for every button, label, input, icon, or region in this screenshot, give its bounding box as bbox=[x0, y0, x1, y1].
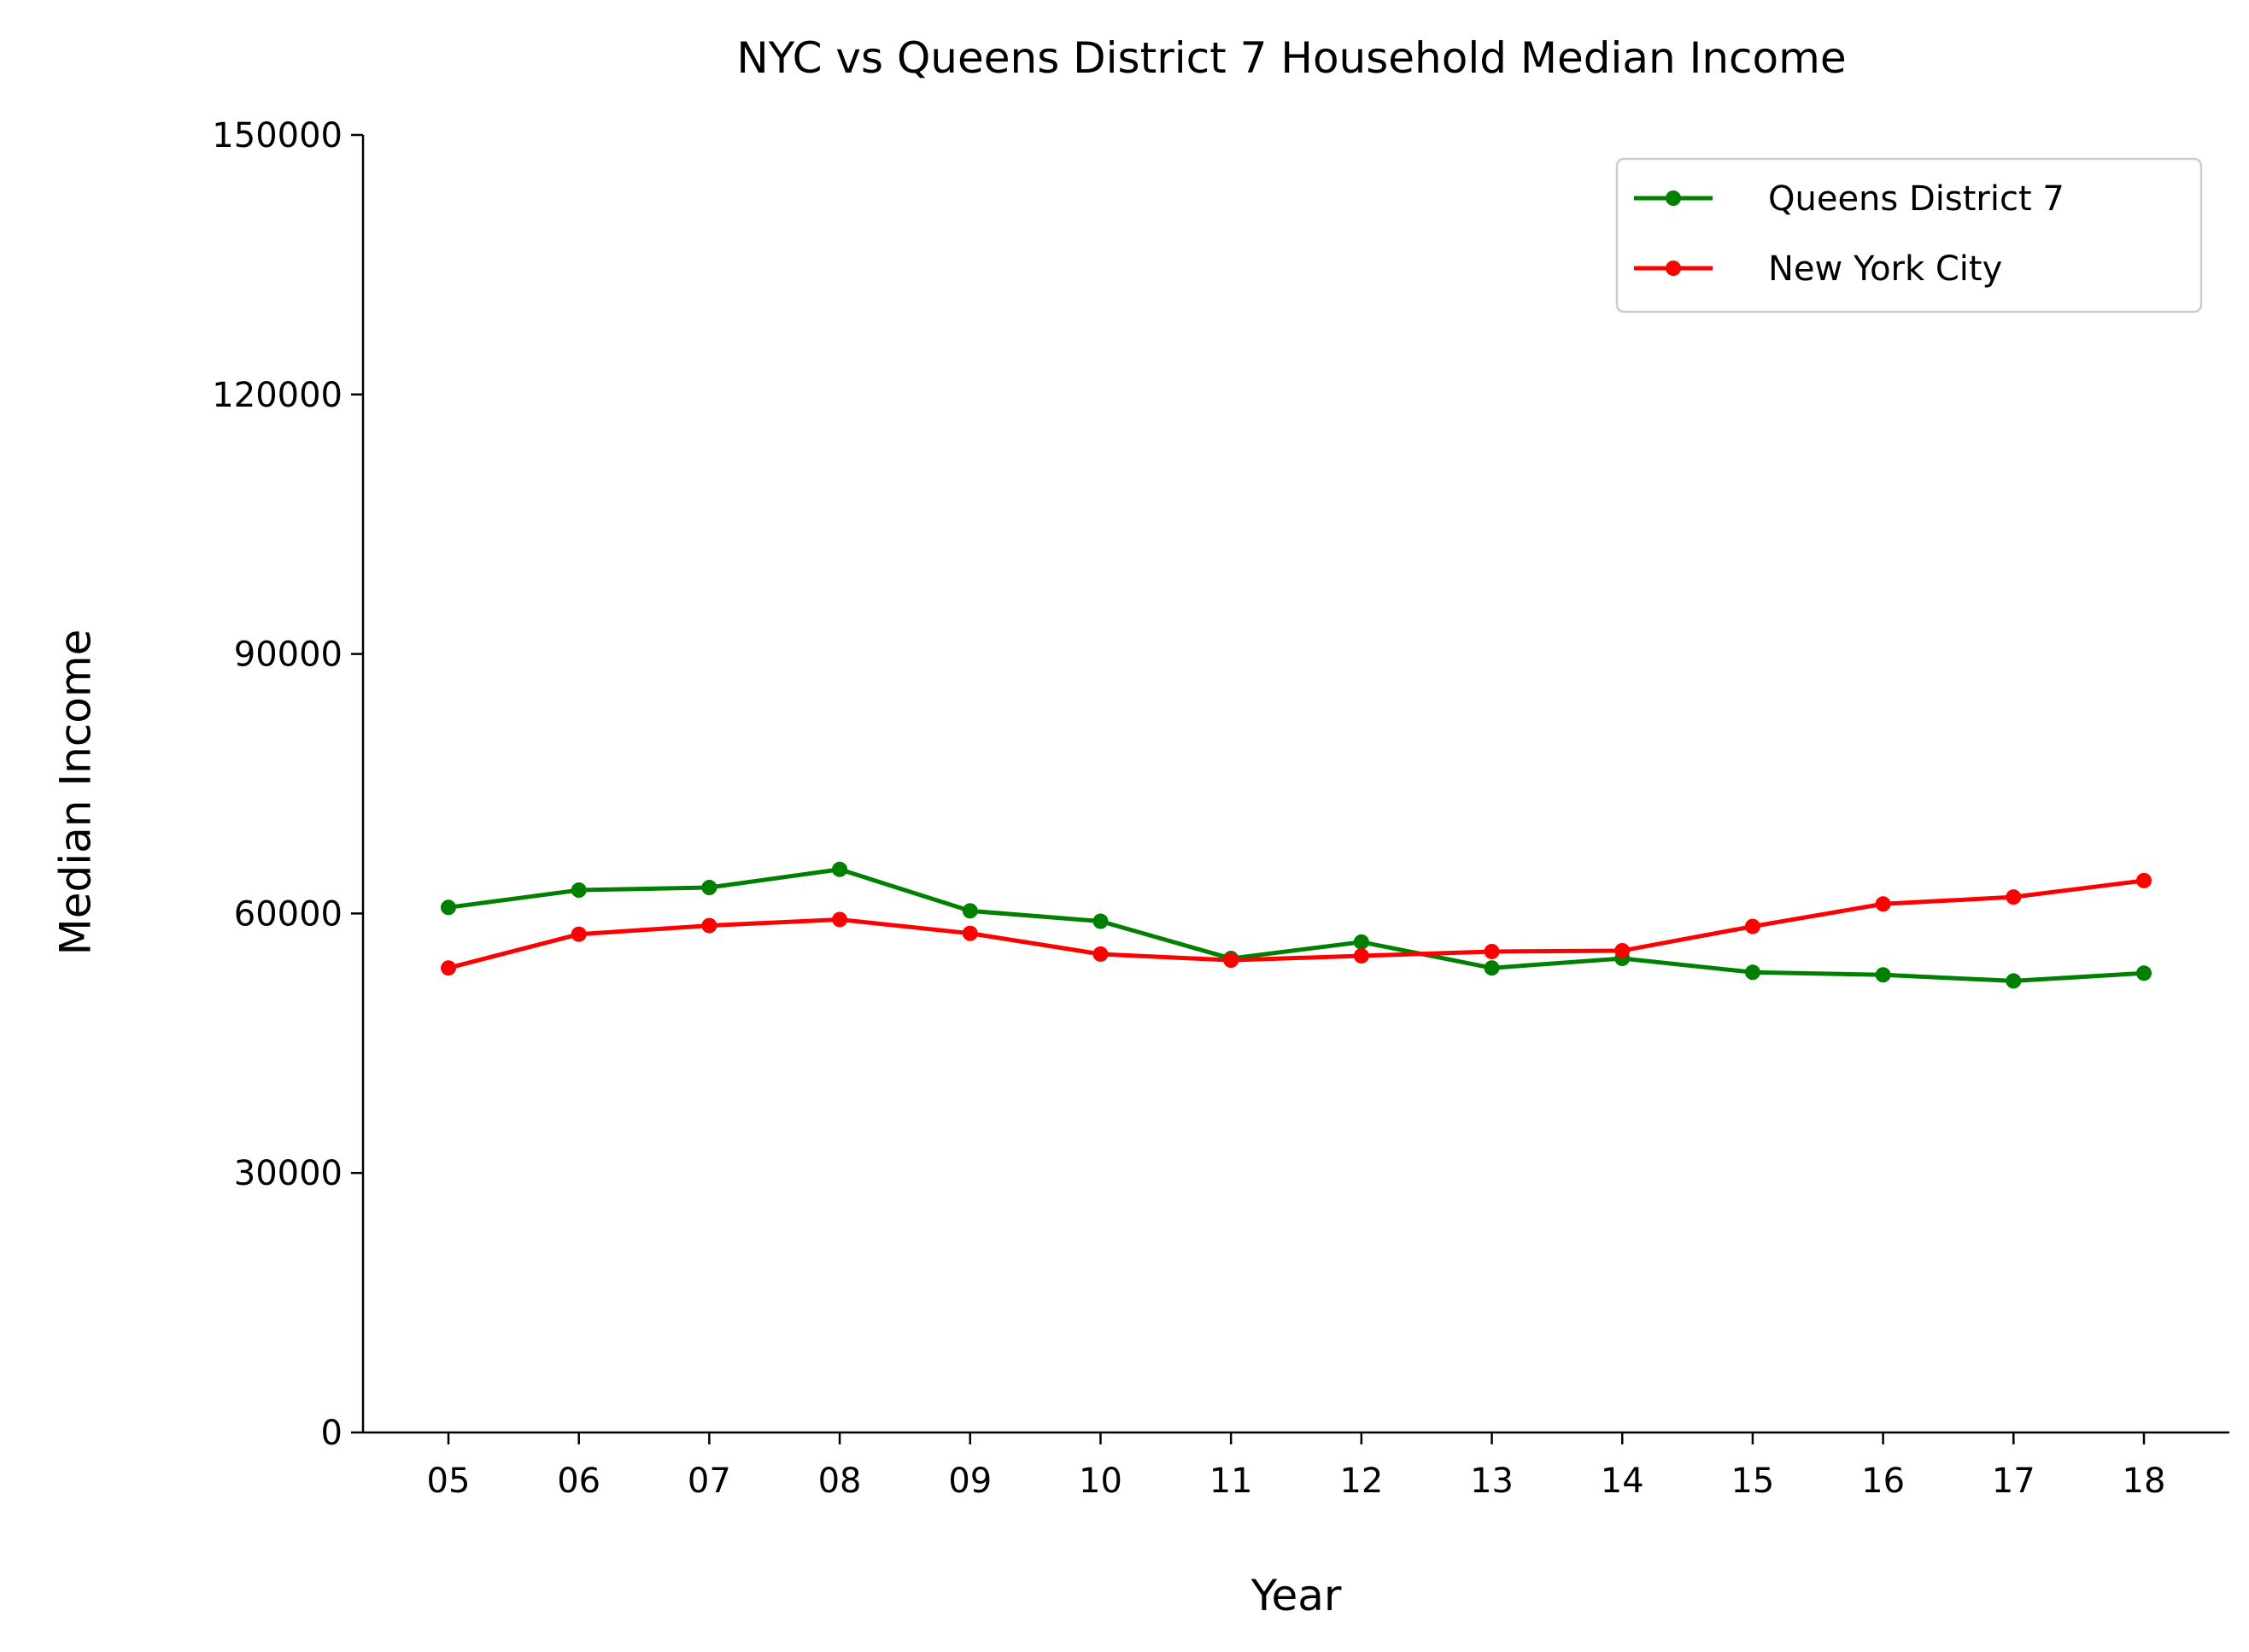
data-point bbox=[1353, 948, 1369, 964]
data-point bbox=[1744, 918, 1760, 934]
x-axis-title: Year bbox=[1250, 1571, 1342, 1620]
legend-label: New York City bbox=[1768, 249, 2002, 289]
y-tick-label: 120000 bbox=[212, 376, 343, 415]
x-tick-label: 18 bbox=[2123, 1462, 2166, 1501]
chart-title: NYC vs Queens District 7 Household Media… bbox=[736, 33, 1846, 83]
x-tick-label: 06 bbox=[557, 1462, 600, 1501]
data-point bbox=[1484, 943, 1500, 959]
legend-label: Queens District 7 bbox=[1768, 179, 2065, 219]
data-point bbox=[962, 903, 978, 919]
data-point bbox=[1614, 942, 1631, 958]
data-point bbox=[571, 882, 587, 899]
x-tick-label: 07 bbox=[688, 1462, 731, 1501]
x-axis: 05 06 07 08 09 10 11 12 13 14 15 16 17 18 bbox=[427, 1432, 2166, 1501]
x-tick-label: 11 bbox=[1209, 1462, 1253, 1501]
legend-marker bbox=[1666, 190, 1681, 206]
data-point bbox=[2136, 965, 2152, 981]
data-point bbox=[1875, 967, 1891, 983]
data-point bbox=[962, 925, 978, 941]
legend-frame bbox=[1615, 157, 2203, 313]
legend-marker bbox=[1666, 261, 1681, 276]
data-point bbox=[441, 960, 456, 976]
series-line bbox=[446, 867, 2147, 983]
data-point bbox=[701, 880, 717, 896]
data-point bbox=[832, 911, 848, 928]
y-tick-label: 90000 bbox=[234, 636, 343, 675]
series bbox=[441, 872, 2152, 976]
data-point bbox=[1092, 913, 1109, 929]
data-point bbox=[441, 899, 456, 916]
x-tick-label: 14 bbox=[1601, 1462, 1644, 1501]
data-point bbox=[701, 917, 717, 934]
y-axis: 0 30000 60000 90000 120000 150000 bbox=[212, 116, 363, 1453]
data-point bbox=[1223, 952, 1239, 969]
x-tick-label: 17 bbox=[1992, 1462, 2035, 1501]
y-tick-label: 30000 bbox=[234, 1154, 343, 1193]
x-tick-label: 13 bbox=[1470, 1462, 1514, 1501]
y-tick-label: 60000 bbox=[234, 894, 343, 934]
data-point bbox=[1092, 946, 1109, 962]
x-tick-label: 15 bbox=[1731, 1462, 1774, 1501]
series-line bbox=[446, 878, 2147, 970]
legend: Queens District 7 New York City bbox=[1615, 157, 2203, 313]
y-tick-label: 0 bbox=[321, 1414, 343, 1453]
y-tick-label: 150000 bbox=[212, 116, 343, 155]
x-tick-label: 12 bbox=[1339, 1462, 1383, 1501]
data-point bbox=[2006, 889, 2022, 905]
data-point bbox=[1744, 964, 1760, 981]
x-tick-label: 09 bbox=[948, 1462, 992, 1501]
x-tick-label: 10 bbox=[1079, 1462, 1122, 1501]
series-group bbox=[441, 861, 2152, 989]
data-point bbox=[1484, 960, 1500, 976]
y-axis-title: Median Income bbox=[51, 630, 101, 956]
data-point bbox=[2136, 872, 2152, 888]
x-tick-label: 05 bbox=[427, 1462, 471, 1501]
x-tick-label: 16 bbox=[1861, 1462, 1905, 1501]
data-point bbox=[1875, 896, 1891, 912]
data-point bbox=[1353, 934, 1369, 950]
data-point bbox=[571, 926, 587, 942]
data-point bbox=[2006, 973, 2022, 989]
data-point bbox=[832, 861, 848, 877]
x-tick-label: 08 bbox=[818, 1462, 862, 1501]
